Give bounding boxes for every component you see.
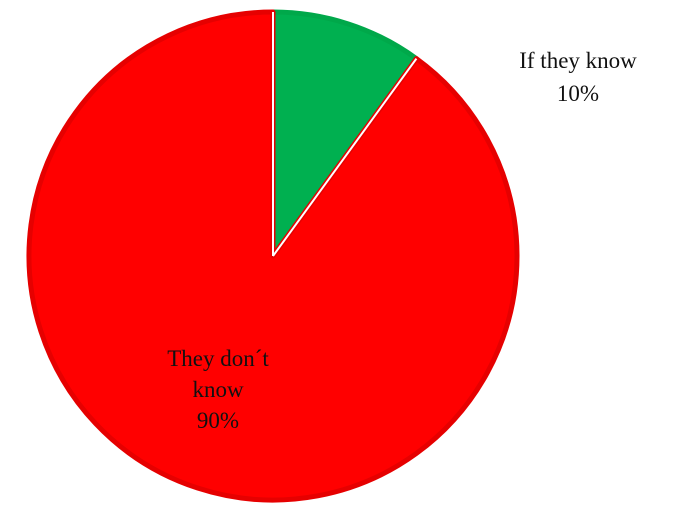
slice-label-line: They don´t: [167, 346, 269, 371]
slice-label-line: If they know: [519, 48, 637, 73]
slice-label-they-know: If they know 10%: [519, 48, 637, 106]
slice-label-line: 90%: [197, 408, 239, 433]
slice-label-line: know: [192, 377, 244, 402]
slices-layer: [29, 12, 517, 500]
slice-label-line: 10%: [557, 81, 599, 106]
